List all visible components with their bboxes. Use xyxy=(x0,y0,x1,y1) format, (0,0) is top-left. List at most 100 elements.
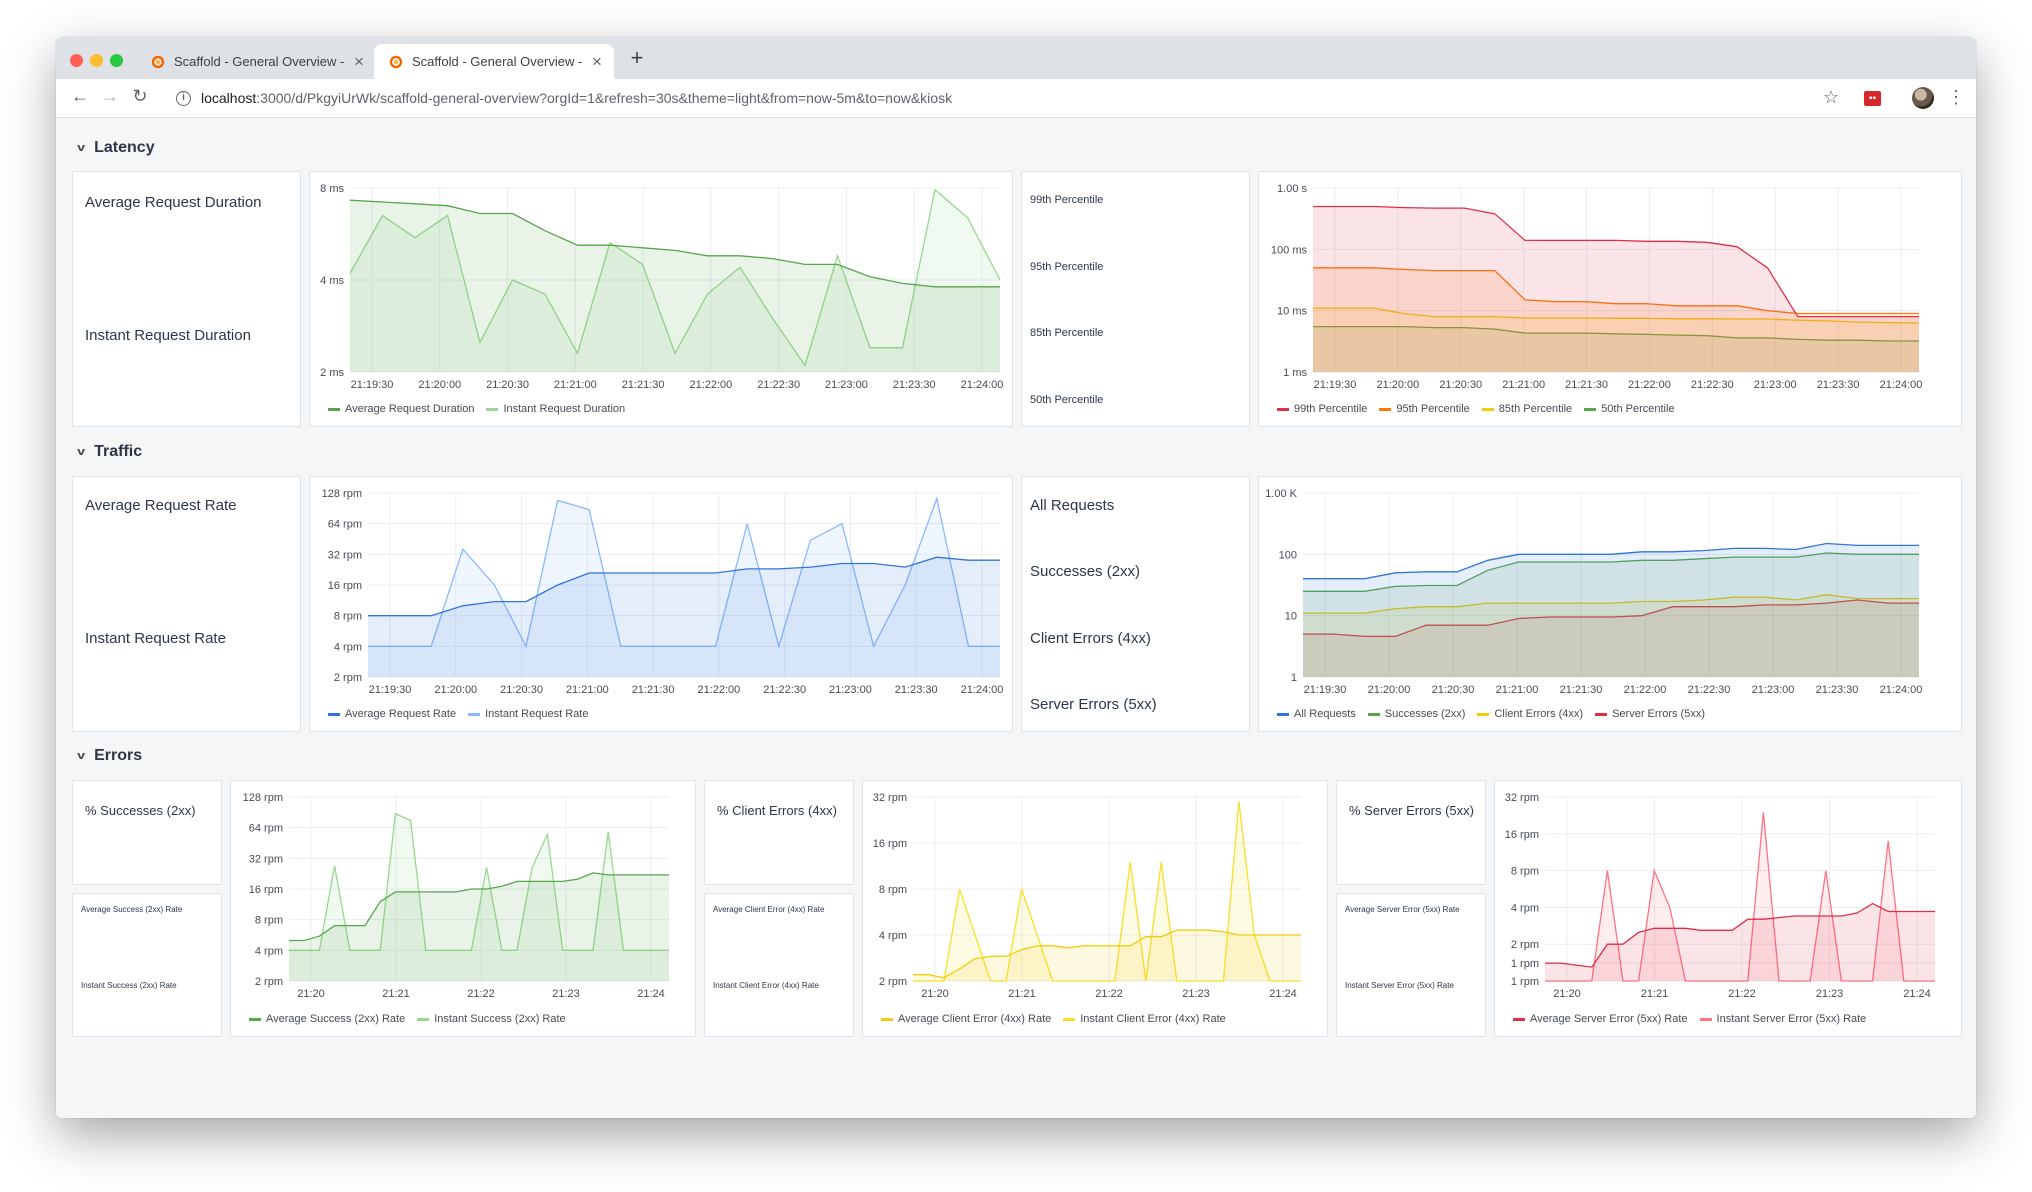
y-tick-label: 16 rpm xyxy=(873,838,907,850)
x-tick-label: 21:19:30 xyxy=(1304,684,1347,696)
series-line xyxy=(1313,307,1920,324)
y-tick-label: 100 xyxy=(1279,549,1297,561)
close-tab-icon[interactable]: × xyxy=(592,51,602,71)
y-tick-label: 128 rpm xyxy=(243,792,283,804)
legend-item[interactable]: Instant Request Rate xyxy=(468,708,588,720)
x-tick-label: 21:22:00 xyxy=(1624,684,1667,696)
legend-item[interactable]: 85th Percentile xyxy=(1481,403,1572,415)
stat-client-errors-4xx: Client Errors (4xx) xyxy=(1030,630,1151,647)
series-line xyxy=(368,556,1000,617)
legend-item[interactable]: Successes (2xx) xyxy=(1367,708,1465,720)
legend-item[interactable]: Instant Client Error (4xx) Rate xyxy=(1063,1013,1226,1025)
legend-label: Average Request Rate xyxy=(345,708,457,720)
series-area xyxy=(1303,543,1919,677)
close-window-button[interactable] xyxy=(70,54,83,67)
x-tick-label: 21:21:30 xyxy=(1565,379,1608,391)
x-tick-label: 21:23 xyxy=(552,988,580,1000)
x-tick-label: 21:22:00 xyxy=(689,379,732,391)
legend-label: Instant Request Rate xyxy=(485,708,589,720)
back-arrow-icon[interactable]: ← xyxy=(71,86,89,106)
panel-latency-percentiles: 1 ms 10 ms 100 ms 1.00 s 21:19:30 21:20:00 21:… xyxy=(1258,171,1962,427)
row-title-latency[interactable]: v Latency xyxy=(77,139,155,156)
minimize-window-button[interactable] xyxy=(90,54,103,67)
stat-95th-percentile: 95th Percentile xyxy=(1030,261,1104,273)
bookmark-star-icon[interactable]: ☆ xyxy=(1823,87,1840,107)
legend-label: 50th Percentile xyxy=(1601,403,1675,415)
y-tick-label: 2 rpm xyxy=(255,976,283,988)
browser-tab-2[interactable]: Scaffold - General Overview - Gr × xyxy=(374,44,614,79)
panel-success-rate: 2 rpm 4 rpm 8 rpm 16 rpm 32 rpm 64 rpm 128 rpm… xyxy=(230,780,696,1037)
extension-icon[interactable]: ▪▪ xyxy=(1864,91,1881,106)
y-tick-label: 64 rpm xyxy=(249,823,283,835)
new-tab-button[interactable]: + xyxy=(630,45,644,70)
legend-item[interactable]: Average Request Duration xyxy=(328,403,474,415)
series-line xyxy=(1545,902,1935,968)
series-line xyxy=(1303,594,1919,614)
tab-strip: Scaffold - General Overview - Gr × Scaff… xyxy=(56,37,1976,79)
y-tick-label: 8 rpm xyxy=(1511,866,1539,878)
browser-window: Scaffold - General Overview - Gr × Scaff… xyxy=(56,37,1976,1118)
legend-item[interactable]: Average Server Error (5xx) Rate xyxy=(1513,1013,1688,1025)
legend-item[interactable]: Average Client Error (4xx) Rate xyxy=(881,1013,1051,1025)
legend-item[interactable]: Instant Request Duration xyxy=(486,403,625,415)
legend-item[interactable]: Client Errors (4xx) xyxy=(1477,708,1583,720)
legend-item[interactable]: Average Success (2xx) Rate xyxy=(249,1013,405,1025)
x-tick-label: 21:22 xyxy=(1728,988,1756,1000)
stat-instant-client-error-rate: Instant Client Error (4xx) Rate xyxy=(713,981,819,990)
legend-label: Average Request Duration xyxy=(345,403,475,415)
panel-server-error-percent: % Server Errors (5xx) xyxy=(1336,780,1486,885)
series-area xyxy=(368,557,1000,677)
stat-percent-server-errors: % Server Errors (5xx) xyxy=(1349,803,1474,818)
legend-item[interactable]: 95th Percentile xyxy=(1379,403,1470,415)
x-tick-label: 21:23:00 xyxy=(1754,379,1797,391)
browser-menu-icon[interactable]: ⋮ xyxy=(1947,87,1965,107)
legend-swatch xyxy=(1584,407,1597,411)
x-tick-label: 21:19:30 xyxy=(1314,379,1357,391)
panel-latency-stats: Average Request Duration Instant Request… xyxy=(72,171,301,427)
legend-item[interactable]: Average Request Rate xyxy=(328,708,456,720)
legend-swatch xyxy=(1277,712,1289,716)
x-tick-label: 21:22:00 xyxy=(697,684,740,696)
y-tick-label: 2 rpm xyxy=(334,672,362,684)
x-tick-label: 21:20:00 xyxy=(1376,379,1419,391)
reload-icon[interactable]: ↻ xyxy=(132,86,148,106)
series-area xyxy=(350,200,1000,372)
x-tick-label: 21:23 xyxy=(1182,988,1210,1000)
browser-tab-1[interactable]: Scaffold - General Overview - Gr × xyxy=(136,44,376,79)
legend: Average Success (2xx) Rate Instant Succes… xyxy=(249,1013,566,1025)
legend: All Requests Successes (2xx) Client Errors… xyxy=(1277,708,1705,720)
legend-item[interactable]: Server Errors (5xx) xyxy=(1595,708,1705,720)
row-title-traffic[interactable]: v Traffic xyxy=(77,443,143,460)
legend: 99th Percentile 95th Percentile 85th Perce… xyxy=(1277,403,1675,415)
site-info-icon[interactable]: i xyxy=(176,90,191,106)
close-tab-icon[interactable]: × xyxy=(354,51,364,71)
y-tick-label: 100 ms xyxy=(1271,244,1308,256)
series-line xyxy=(368,496,1000,649)
y-tick-label: 4 rpm xyxy=(1511,902,1539,914)
stat-average-request-rate: Average Request Rate xyxy=(85,497,237,514)
zoom-window-button[interactable] xyxy=(110,54,123,67)
panel-traffic-rate: 2 rpm 4 rpm 8 rpm 16 rpm 32 rpm 64 rpm 128 rpm… xyxy=(309,476,1013,732)
row-title-errors[interactable]: v Errors xyxy=(77,747,143,764)
profile-avatar[interactable] xyxy=(1912,87,1934,109)
legend-label: Instant Success (2xx) Rate xyxy=(434,1013,566,1025)
legend-item[interactable]: 99th Percentile xyxy=(1277,403,1367,415)
y-tick-label: 2 ms xyxy=(320,367,344,379)
legend-item[interactable]: Instant Server Error (5xx) Rate xyxy=(1699,1013,1866,1025)
stat-percent-successes: % Successes (2xx) xyxy=(85,803,196,818)
legend-item[interactable]: All Requests xyxy=(1277,708,1356,720)
legend-label: Average Client Error (4xx) Rate xyxy=(898,1013,1052,1025)
forward-arrow-icon[interactable]: → xyxy=(101,86,119,106)
address-bar[interactable]: i localhost:3000/d/PkgyiUrWk/scaffold-ge… xyxy=(168,83,1858,113)
series-area xyxy=(289,813,669,981)
stat-average-request-duration: Average Request Duration xyxy=(85,194,262,211)
y-tick-label: 2 rpm xyxy=(1511,939,1539,951)
chevron-down-icon: v xyxy=(77,750,86,762)
x-tick-label: 21:23:00 xyxy=(1752,684,1795,696)
legend-item[interactable]: Instant Success (2xx) Rate xyxy=(417,1013,566,1025)
x-tick-label: 21:20:00 xyxy=(418,379,461,391)
legend-item[interactable]: 50th Percentile xyxy=(1584,403,1675,415)
series-line xyxy=(349,188,1001,367)
url-path: :3000/d/PkgyiUrWk/scaffold-general-overv… xyxy=(256,90,953,106)
tab-title: Scaffold - General Overview - Gr xyxy=(412,54,586,69)
